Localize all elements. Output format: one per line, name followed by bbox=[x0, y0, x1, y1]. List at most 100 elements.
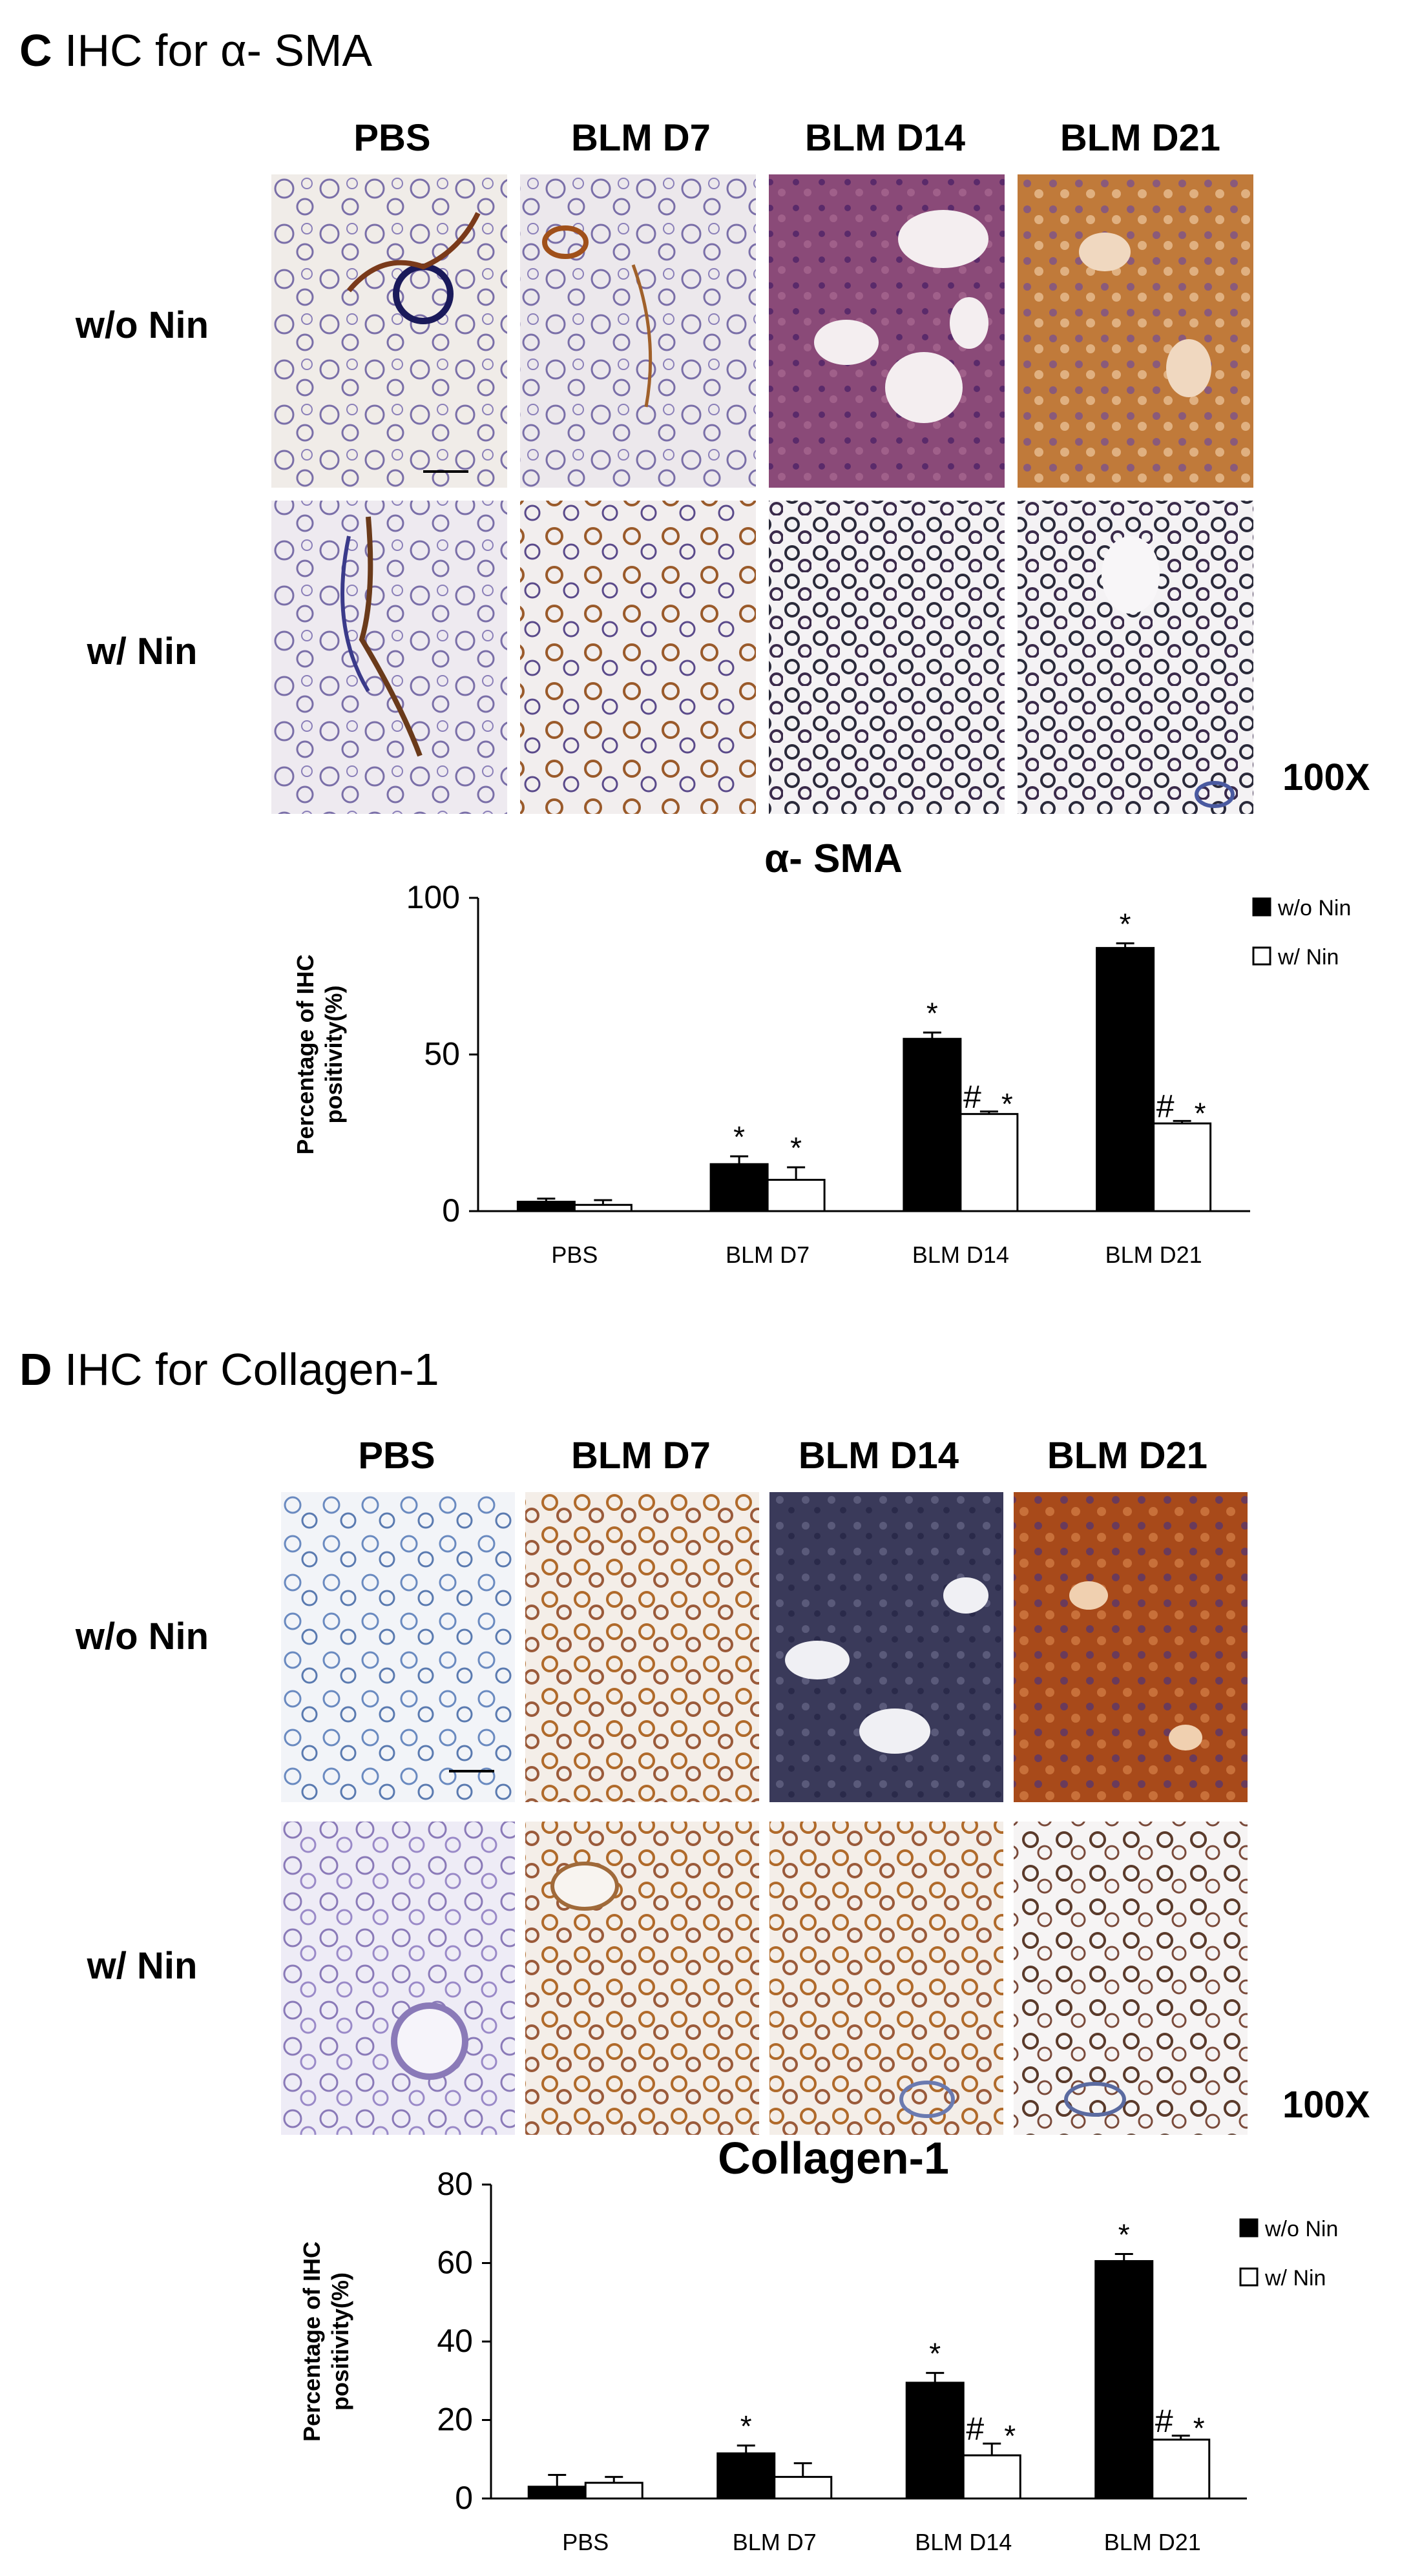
x-tick-label: BLM D7 bbox=[726, 1241, 810, 1268]
micrograph-c-w-d7 bbox=[520, 501, 756, 814]
bar-wnin-3 bbox=[1153, 1122, 1212, 1212]
significance-star: * bbox=[1118, 2218, 1130, 2252]
bar-wonin-3 bbox=[1094, 2259, 1154, 2500]
bar-wnin-3 bbox=[1151, 2438, 1211, 2500]
panel-d-row-wo-nin: w/o Nin bbox=[75, 1615, 209, 1657]
panel-d-title: D IHC for Collagen-1 bbox=[19, 1344, 439, 1395]
legend-swatch bbox=[1239, 2267, 1259, 2287]
panel-c-letter: C bbox=[19, 25, 52, 76]
significance-star: * bbox=[1195, 1096, 1206, 1130]
y-axis-label-line-1: Percentage of IHC bbox=[292, 954, 319, 1154]
y-tick-label: 100 bbox=[406, 879, 460, 915]
significance-star: * bbox=[733, 1120, 745, 1154]
bar-wonin-0 bbox=[527, 2486, 587, 2500]
micrograph-d-wo-pbs bbox=[281, 1492, 515, 1802]
x-tick-label: BLM D21 bbox=[1105, 1241, 1202, 1268]
panel-c-col-blm-d7: BLM D7 bbox=[571, 117, 711, 159]
micrograph-d-wo-d21 bbox=[1014, 1492, 1248, 1802]
y-tick-label: 50 bbox=[424, 1036, 460, 1072]
panel-d-magnification: 100X bbox=[1282, 2084, 1370, 2126]
chart-alpha-sma: α- SMA Percentage of IHC positivity(%) 0 50 1… bbox=[292, 836, 1351, 1268]
legend-swatch bbox=[1252, 946, 1271, 966]
bar-wonin-3 bbox=[1096, 947, 1155, 1212]
significance-star: * bbox=[740, 2409, 752, 2443]
micrograph-c-w-pbs bbox=[271, 501, 507, 814]
significance-star: * bbox=[1001, 1087, 1013, 1121]
x-tick-label: PBS bbox=[562, 2529, 609, 2555]
micrograph-c-w-d14 bbox=[769, 501, 1005, 814]
chart-collagen-1: Collagen-1 Percentage of IHC positivity(%)… bbox=[298, 2133, 1338, 2555]
bar-wnin-1 bbox=[773, 2476, 833, 2500]
panel-c-row-w-nin: w/ Nin bbox=[87, 630, 198, 672]
micrograph-c-wo-d14 bbox=[769, 174, 1005, 488]
panel-c-micrograph-grid bbox=[271, 174, 1253, 814]
y-axis-label-line-2: positivity(%) bbox=[327, 2272, 353, 2411]
micrograph-d-wo-d14 bbox=[769, 1492, 1003, 1802]
bar-wonin-0 bbox=[516, 1200, 576, 1212]
panel-d-col-pbs: PBS bbox=[358, 1435, 435, 1477]
y-axis-label-line-2: positivity(%) bbox=[320, 985, 347, 1123]
bar-wonin-1 bbox=[716, 2452, 776, 2500]
x-tick-label: BLM D7 bbox=[733, 2529, 817, 2555]
bar-wnin-2 bbox=[959, 1113, 1019, 1212]
bar-wonin-2 bbox=[905, 2382, 965, 2500]
micrograph-c-wo-d21 bbox=[1018, 174, 1253, 488]
significance-hash: # bbox=[963, 1079, 981, 1115]
x-tick-label: PBS bbox=[551, 1241, 598, 1268]
micrograph-d-w-d21 bbox=[1014, 1822, 1248, 2135]
significance-star: * bbox=[1120, 907, 1131, 940]
legend-swatch bbox=[1239, 2218, 1259, 2238]
y-tick-label: 40 bbox=[437, 2323, 473, 2359]
panel-c-col-pbs: PBS bbox=[353, 117, 431, 159]
y-tick-label: 0 bbox=[455, 2480, 473, 2516]
panel-c-magnification: 100X bbox=[1282, 756, 1370, 798]
legend-swatch bbox=[1252, 897, 1271, 917]
panel-c-col-blm-d14: BLM D14 bbox=[804, 117, 966, 159]
significance-star: * bbox=[790, 1131, 802, 1165]
y-axis-label-line-1: Percentage of IHC bbox=[298, 2241, 325, 2442]
y-tick-label: 80 bbox=[437, 2166, 473, 2202]
panel-d-title-text: IHC for Collagen-1 bbox=[65, 1344, 439, 1395]
panel-d-row-w-nin: w/ Nin bbox=[87, 1945, 198, 1987]
panel-d-col-blm-d14: BLM D14 bbox=[798, 1435, 959, 1477]
significance-star: * bbox=[1193, 2411, 1205, 2445]
panel-d-letter: D bbox=[19, 1344, 52, 1395]
panel-d-col-blm-d21: BLM D21 bbox=[1047, 1435, 1208, 1477]
panel-c-col-blm-d21: BLM D21 bbox=[1060, 117, 1221, 159]
bar-wnin-0 bbox=[584, 2482, 643, 2500]
bar-wnin-1 bbox=[766, 1179, 826, 1212]
bar-wnin-2 bbox=[962, 2454, 1021, 2500]
bar-wnin-0 bbox=[573, 1203, 632, 1212]
significance-hash: # bbox=[1156, 1088, 1175, 1124]
micrograph-c-w-d21 bbox=[1018, 501, 1253, 814]
y-tick-label: 0 bbox=[442, 1192, 460, 1229]
panel-c-title: C IHC for α- SMA bbox=[19, 25, 372, 76]
legend-label: w/ Nin bbox=[1264, 2266, 1326, 2290]
x-tick-label: BLM D21 bbox=[1104, 2529, 1201, 2555]
panel-c-title-text: IHC for α- SMA bbox=[65, 25, 373, 76]
x-tick-label: BLM D14 bbox=[912, 1241, 1009, 1268]
legend-label: w/ Nin bbox=[1277, 945, 1339, 970]
panel-c-row-wo-nin: w/o Nin bbox=[75, 304, 209, 346]
legend-label: w/o Nin bbox=[1277, 896, 1351, 920]
micrograph-d-w-d14 bbox=[769, 1822, 1003, 2135]
chart-title: α- SMA bbox=[764, 836, 903, 881]
significance-star: * bbox=[1004, 2419, 1016, 2453]
chart-title: Collagen-1 bbox=[718, 2133, 949, 2183]
micrograph-c-wo-d7 bbox=[520, 174, 756, 488]
y-tick-label: 60 bbox=[437, 2245, 473, 2281]
bar-wonin-2 bbox=[903, 1037, 962, 1212]
panel-d-col-blm-d7: BLM D7 bbox=[571, 1435, 711, 1477]
micrograph-d-w-d7 bbox=[525, 1822, 759, 2135]
panel-d-micrograph-grid bbox=[281, 1492, 1248, 2135]
legend-label: w/o Nin bbox=[1264, 2217, 1338, 2241]
significance-hash: # bbox=[1155, 2403, 1173, 2439]
significance-star: * bbox=[929, 2337, 941, 2371]
significance-hash: # bbox=[966, 2411, 984, 2447]
micrograph-d-w-pbs bbox=[281, 1822, 515, 2135]
micrograph-c-wo-pbs bbox=[271, 174, 507, 488]
y-tick-label: 20 bbox=[437, 2402, 473, 2438]
significance-star: * bbox=[926, 997, 938, 1030]
x-tick-label: BLM D14 bbox=[915, 2529, 1012, 2555]
micrograph-d-wo-d7 bbox=[525, 1492, 759, 1802]
